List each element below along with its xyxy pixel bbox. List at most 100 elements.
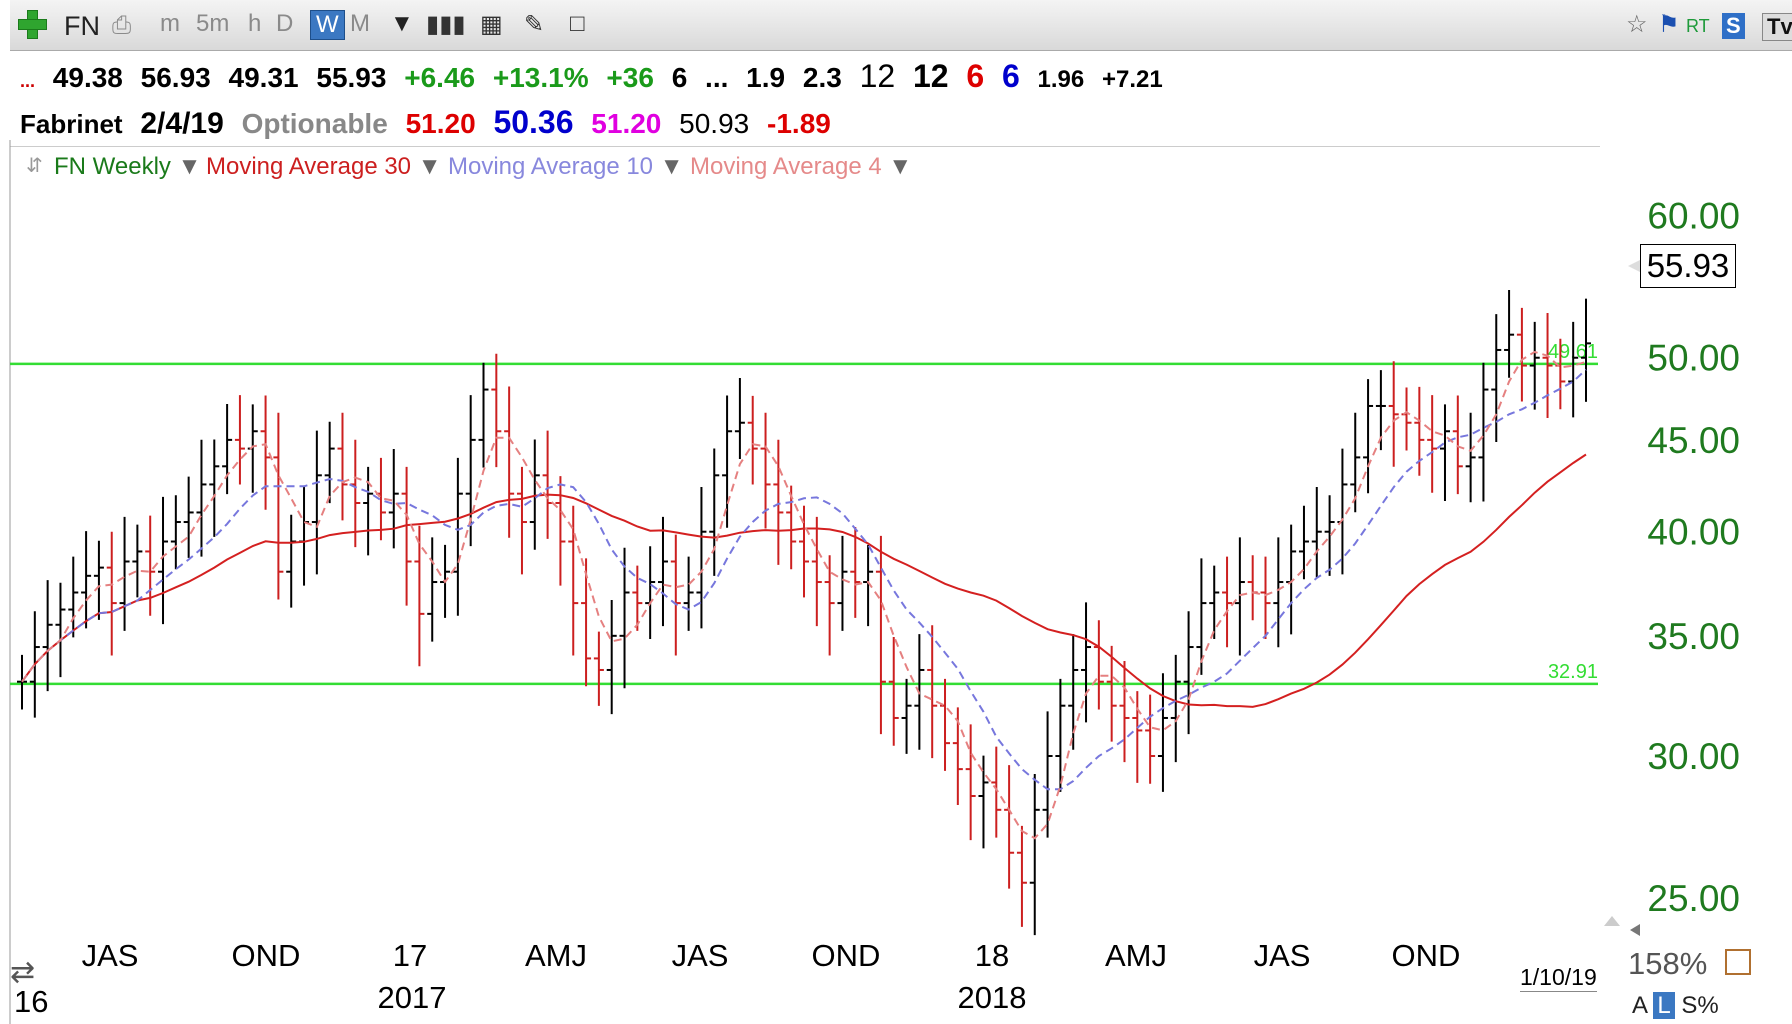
ohlc-bar: [568, 505, 579, 656]
ohlc-bar: [1439, 404, 1450, 501]
chevron-down-icon: ▼: [177, 153, 202, 180]
legend-ma10-label: Moving Average 10: [448, 153, 654, 180]
ohlc-bar: [875, 535, 886, 735]
ohlc-bar: [260, 395, 271, 510]
legend-ma4[interactable]: Moving Average 4 ▼: [690, 153, 912, 181]
drag-handle-icon[interactable]: ⇵: [26, 155, 43, 177]
y-tick-label: 45.00: [1647, 420, 1740, 461]
ohlc-bar: [1478, 362, 1489, 502]
flag-icon[interactable]: ⚑: [1658, 11, 1680, 38]
symbol-field[interactable]: FN: [64, 11, 100, 41]
ohlc-bar: [837, 535, 848, 631]
period-w[interactable]: W: [310, 10, 345, 40]
ohlc-bar: [786, 485, 797, 570]
ohlc-bar: [427, 537, 438, 642]
ohlc-bar: [363, 466, 374, 556]
zoom-level[interactable]: 158%: [1628, 946, 1708, 981]
optionable-label: Optionable: [241, 108, 388, 139]
s-percent-button[interactable]: S%: [1681, 992, 1719, 1019]
ohlc-bar: [593, 631, 604, 706]
ohlc-bar: [158, 496, 169, 625]
notes-icon[interactable]: □: [570, 10, 585, 37]
ohlc-bar: [722, 395, 733, 528]
ohlc-bar: [1145, 694, 1156, 784]
x-left-cut-label: 16: [14, 984, 48, 1019]
star-icon[interactable]: ☆: [1626, 11, 1648, 38]
ohlc-bar: [709, 448, 720, 576]
x-tick-label: JAS: [672, 938, 729, 973]
chevron-down-icon: ▼: [659, 153, 684, 180]
rt-label[interactable]: RT: [1686, 16, 1710, 36]
x-tick-label: AMJ: [525, 938, 587, 973]
period-m[interactable]: m: [160, 10, 180, 37]
ohlc-bar: [811, 516, 822, 627]
x-tick-label: OND: [1392, 938, 1461, 973]
ohlc-bar: [645, 546, 656, 640]
legend-series[interactable]: FN Weekly ▼: [54, 153, 201, 181]
legend-ma30[interactable]: Moving Average 30 ▼: [206, 153, 441, 181]
ohlc-bar: [106, 531, 117, 656]
y-tick-label: 50.00: [1647, 338, 1740, 379]
ohlc-bar: [1298, 505, 1309, 580]
quote-f10: 1.96: [1037, 66, 1085, 93]
legend-ma4-label: Moving Average 4: [690, 153, 882, 180]
ohlc-bar: [1465, 412, 1476, 503]
ohlc-bar: [1106, 645, 1117, 742]
tv-button[interactable]: Tv: [1762, 13, 1792, 41]
ohlc-bar: [581, 558, 592, 687]
quote-change: +6.46: [404, 62, 476, 93]
chevron-down-icon: ▼: [888, 153, 913, 180]
period-m-month[interactable]: M: [350, 10, 370, 37]
ohlc-bar: [388, 448, 399, 549]
add-symbol-icon[interactable]: [18, 10, 47, 39]
quote-v4: 50.93: [679, 108, 750, 139]
ohlc-bar: [81, 531, 92, 629]
chevron-down-icon[interactable]: ▼: [390, 10, 414, 37]
ohlc-bar: [1183, 611, 1194, 735]
ohlc-bar: [747, 395, 758, 485]
calculator-icon[interactable]: ▦: [480, 11, 503, 38]
quote-line-2: Fabrinet 2/4/19 Optionable 51.20 50.36 5…: [20, 104, 841, 144]
legend-ma10[interactable]: Moving Average 10 ▼: [448, 153, 683, 181]
ohlc-bar: [850, 527, 861, 618]
a-button[interactable]: A: [1632, 992, 1647, 1019]
ohlc-bar: [965, 724, 976, 841]
bar-chart-icon[interactable]: ▮▮▮: [426, 11, 466, 38]
quote-f4: 1.9: [746, 62, 786, 93]
ohlc-bar: [632, 565, 643, 631]
pencil-icon[interactable]: ✎: [524, 11, 545, 38]
ohlc-bar: [273, 412, 284, 600]
s-button[interactable]: S: [1722, 13, 1745, 39]
period-5m[interactable]: 5m: [196, 10, 230, 37]
quote-v2: 50.36: [493, 104, 574, 140]
ma4-line: [21, 350, 1587, 840]
ohlc-bar: [1568, 321, 1579, 418]
indicator-legend: ⇵ FN Weekly ▼ Moving Average 30 ▼ Moving…: [10, 146, 1600, 183]
ohlc-bar: [1427, 395, 1438, 493]
quote-v5: -1.89: [767, 108, 831, 139]
ohlc-bar: [401, 466, 412, 606]
quote-v3: 51.20: [591, 108, 662, 139]
ohlc-bar: [299, 486, 310, 586]
ohlc-bar: [1273, 537, 1284, 648]
ohlc-bar: [1132, 691, 1143, 783]
ohlc-bar: [222, 404, 233, 495]
l-button[interactable]: L: [1653, 992, 1675, 1019]
ohlc-bar: [1042, 711, 1053, 838]
ohlc-bar: [132, 524, 143, 598]
quote-f1: +36: [606, 62, 654, 93]
ohlc-bar: [286, 514, 297, 608]
ohlc-bar: [1388, 361, 1399, 467]
ohlc-bar: [927, 625, 938, 759]
ohlc-bar: [1363, 379, 1374, 494]
print-icon[interactable]: ⎙: [112, 12, 132, 39]
period-h[interactable]: h: [248, 10, 262, 37]
period-d[interactable]: D: [276, 10, 294, 37]
ohlc-bar: [1004, 765, 1015, 889]
ohlc-bar: [337, 412, 348, 521]
ohlc-bar: [696, 487, 707, 629]
ohlc-bar: [1055, 678, 1066, 792]
x-tick-label: 18: [975, 938, 1009, 973]
